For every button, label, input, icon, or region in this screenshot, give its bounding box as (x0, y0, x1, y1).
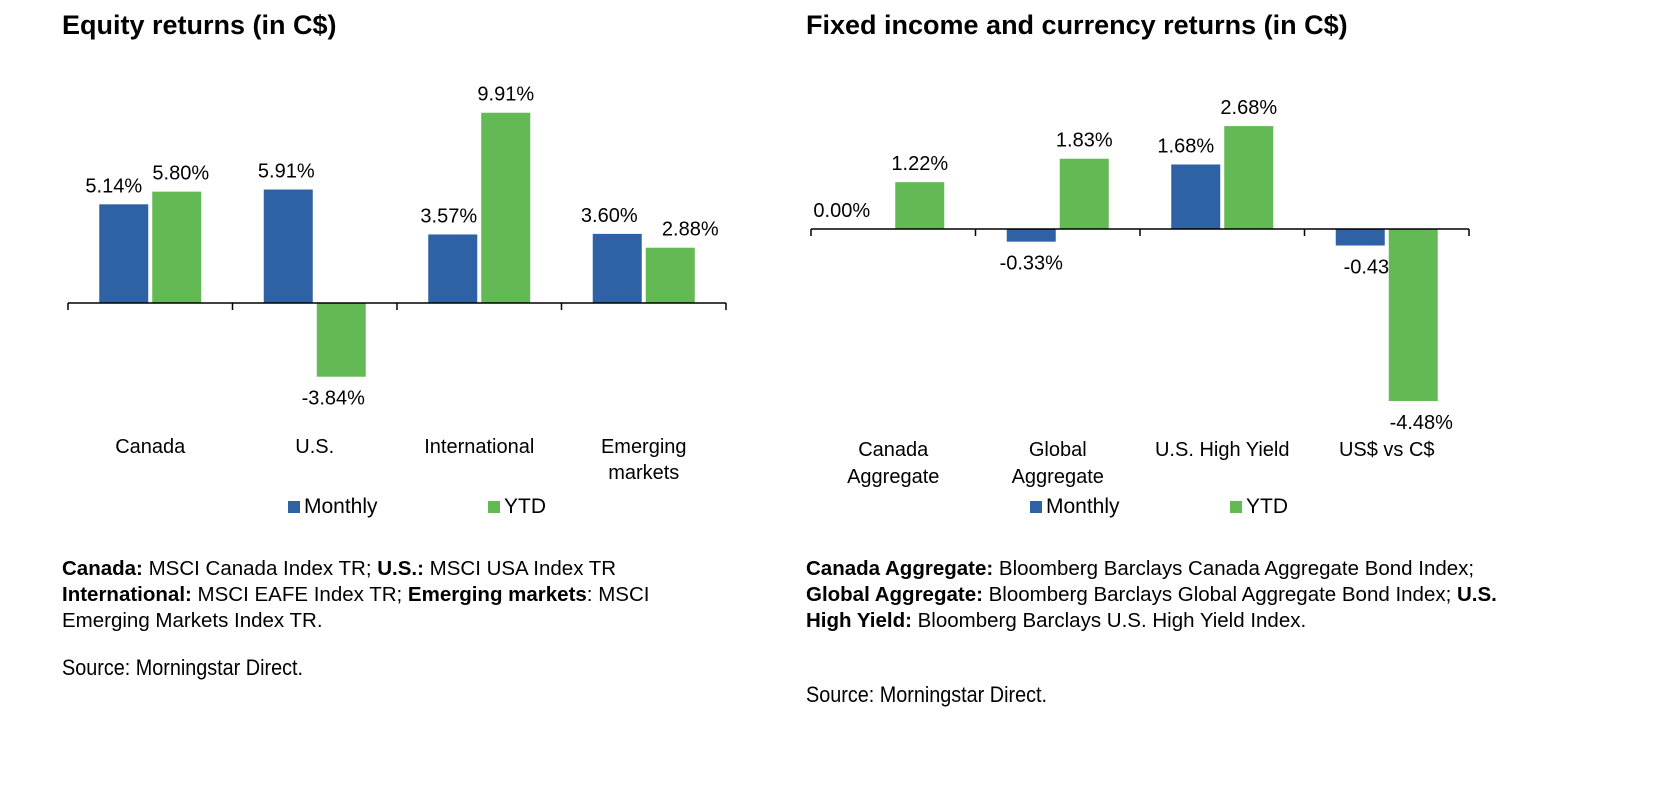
source-note: Source: Morningstar Direct. (806, 682, 1047, 707)
bar-monthly-2 (428, 234, 478, 303)
legend-item-monthly: Monthly (1030, 495, 1230, 519)
data-label: -3.84% (302, 388, 366, 410)
data-label: -4.48% (1390, 412, 1454, 434)
bar-monthly-3 (592, 233, 642, 303)
legend-item-ytd: YTD (488, 495, 546, 519)
category-label: U.S. High Yield (1155, 439, 1290, 461)
category-label: U.S. (295, 436, 334, 458)
footnote-term: Canada: (62, 557, 143, 580)
bar-ytd-2 (1224, 126, 1274, 229)
data-label: 3.60% (581, 205, 638, 227)
fixed-income-returns-panel: Fixed income and currency returns (in C$… (800, 0, 1600, 788)
legend-label-ytd: YTD (1246, 495, 1288, 518)
bar-monthly-0 (99, 204, 149, 303)
chart-legend: Monthly YTD (1030, 495, 1288, 519)
bar-ytd-0 (895, 182, 945, 229)
category-label: Canada Aggregate (847, 439, 939, 488)
data-label: 2.88% (662, 219, 719, 241)
legend-swatch-monthly (288, 501, 300, 513)
bar-monthly-1 (1006, 229, 1056, 242)
legend-label-monthly: Monthly (304, 495, 378, 518)
chart-title: Fixed income and currency returns (in C$… (806, 10, 1348, 40)
footnote-term: U.S. High Yield: (806, 583, 1497, 632)
data-label: 3.57% (420, 205, 477, 227)
footnote-term: International: (62, 583, 192, 606)
footnote-term: U.S.: (377, 557, 424, 580)
bar-ytd-3 (645, 247, 695, 303)
equity-returns-panel: Equity returns (in C$) 5.14% 5.91% 3.57% 3.… (0, 0, 800, 788)
data-label: -0.33% (1000, 253, 1064, 275)
footnote-term: Emerging markets (407, 583, 587, 606)
data-label: 0.00% (813, 200, 870, 222)
bar-monthly-1 (263, 189, 313, 303)
bar-monthly-2 (1171, 164, 1221, 229)
legend-label-monthly: Monthly (1046, 495, 1120, 518)
footnote-term: Global Aggregate: (806, 583, 983, 606)
footnote-text: MSCI Canada Index TR; (142, 557, 378, 580)
data-label: 5.14% (85, 175, 142, 197)
chart-title: Equity returns (in C$) (62, 10, 337, 40)
category-label: International (424, 436, 534, 458)
category-label: US$ vs C$ (1339, 439, 1435, 461)
bar-ytd-0 (152, 191, 202, 303)
legend-item-ytd: YTD (1230, 495, 1288, 519)
data-label: 5.91% (258, 161, 315, 183)
legend-item-monthly: Monthly (288, 495, 488, 519)
footnote-text: : MSCI Emerging Markets Index TR. (62, 583, 650, 632)
source-note: Source: Morningstar Direct. (62, 655, 303, 680)
footnote-text: Bloomberg Barclays Canada Aggregate Bond… (993, 557, 1475, 580)
data-label: 9.91% (477, 84, 534, 106)
data-label: 1.83% (1056, 130, 1113, 152)
legend-label-ytd: YTD (504, 495, 546, 518)
legend-swatch-ytd (1230, 501, 1242, 513)
equity-footnote: Canada: MSCI Canada Index TR; U.S.: MSCI… (62, 556, 742, 634)
fixed-income-footnote: Canada Aggregate: Bloomberg Barclays Can… (806, 556, 1506, 634)
fixed-income-returns-chart: 0.00%-0.33%1.68%-0.43%1.22%1.83%2.68%-4.… (810, 97, 1470, 488)
footnote-term: Canada Aggregate: (806, 557, 994, 580)
footnote-text: Bloomberg Barclays U.S. High Yield Index… (911, 609, 1307, 632)
legend-swatch-monthly (1030, 501, 1042, 513)
data-label: 1.22% (891, 153, 948, 175)
bar-ytd-1 (316, 303, 366, 377)
category-label: Canada (115, 436, 186, 458)
category-label: Global Aggregate (1012, 439, 1104, 488)
bar-ytd-2 (481, 112, 531, 303)
footnote-text: MSCI EAFE Index TR; (191, 583, 408, 606)
data-label: 5.80% (152, 163, 209, 185)
equity-returns-chart: 5.14% 5.91% 3.57% 3.60% 5.80% -3.84% 9.91% 2.88… (67, 84, 727, 484)
bar-monthly-3 (1335, 229, 1385, 246)
data-label: 2.68% (1220, 97, 1277, 119)
data-label: 1.68% (1157, 135, 1214, 157)
footnote-text: Bloomberg Barclays Global Aggregate Bond… (982, 583, 1457, 606)
chart-legend: Monthly YTD (288, 495, 546, 519)
category-label: Emerging markets (601, 436, 687, 484)
footnote-text: MSCI USA Index TR (423, 557, 617, 580)
bar-ytd-3 (1388, 229, 1438, 402)
bar-ytd-1 (1059, 158, 1109, 229)
legend-swatch-ytd (488, 501, 500, 513)
